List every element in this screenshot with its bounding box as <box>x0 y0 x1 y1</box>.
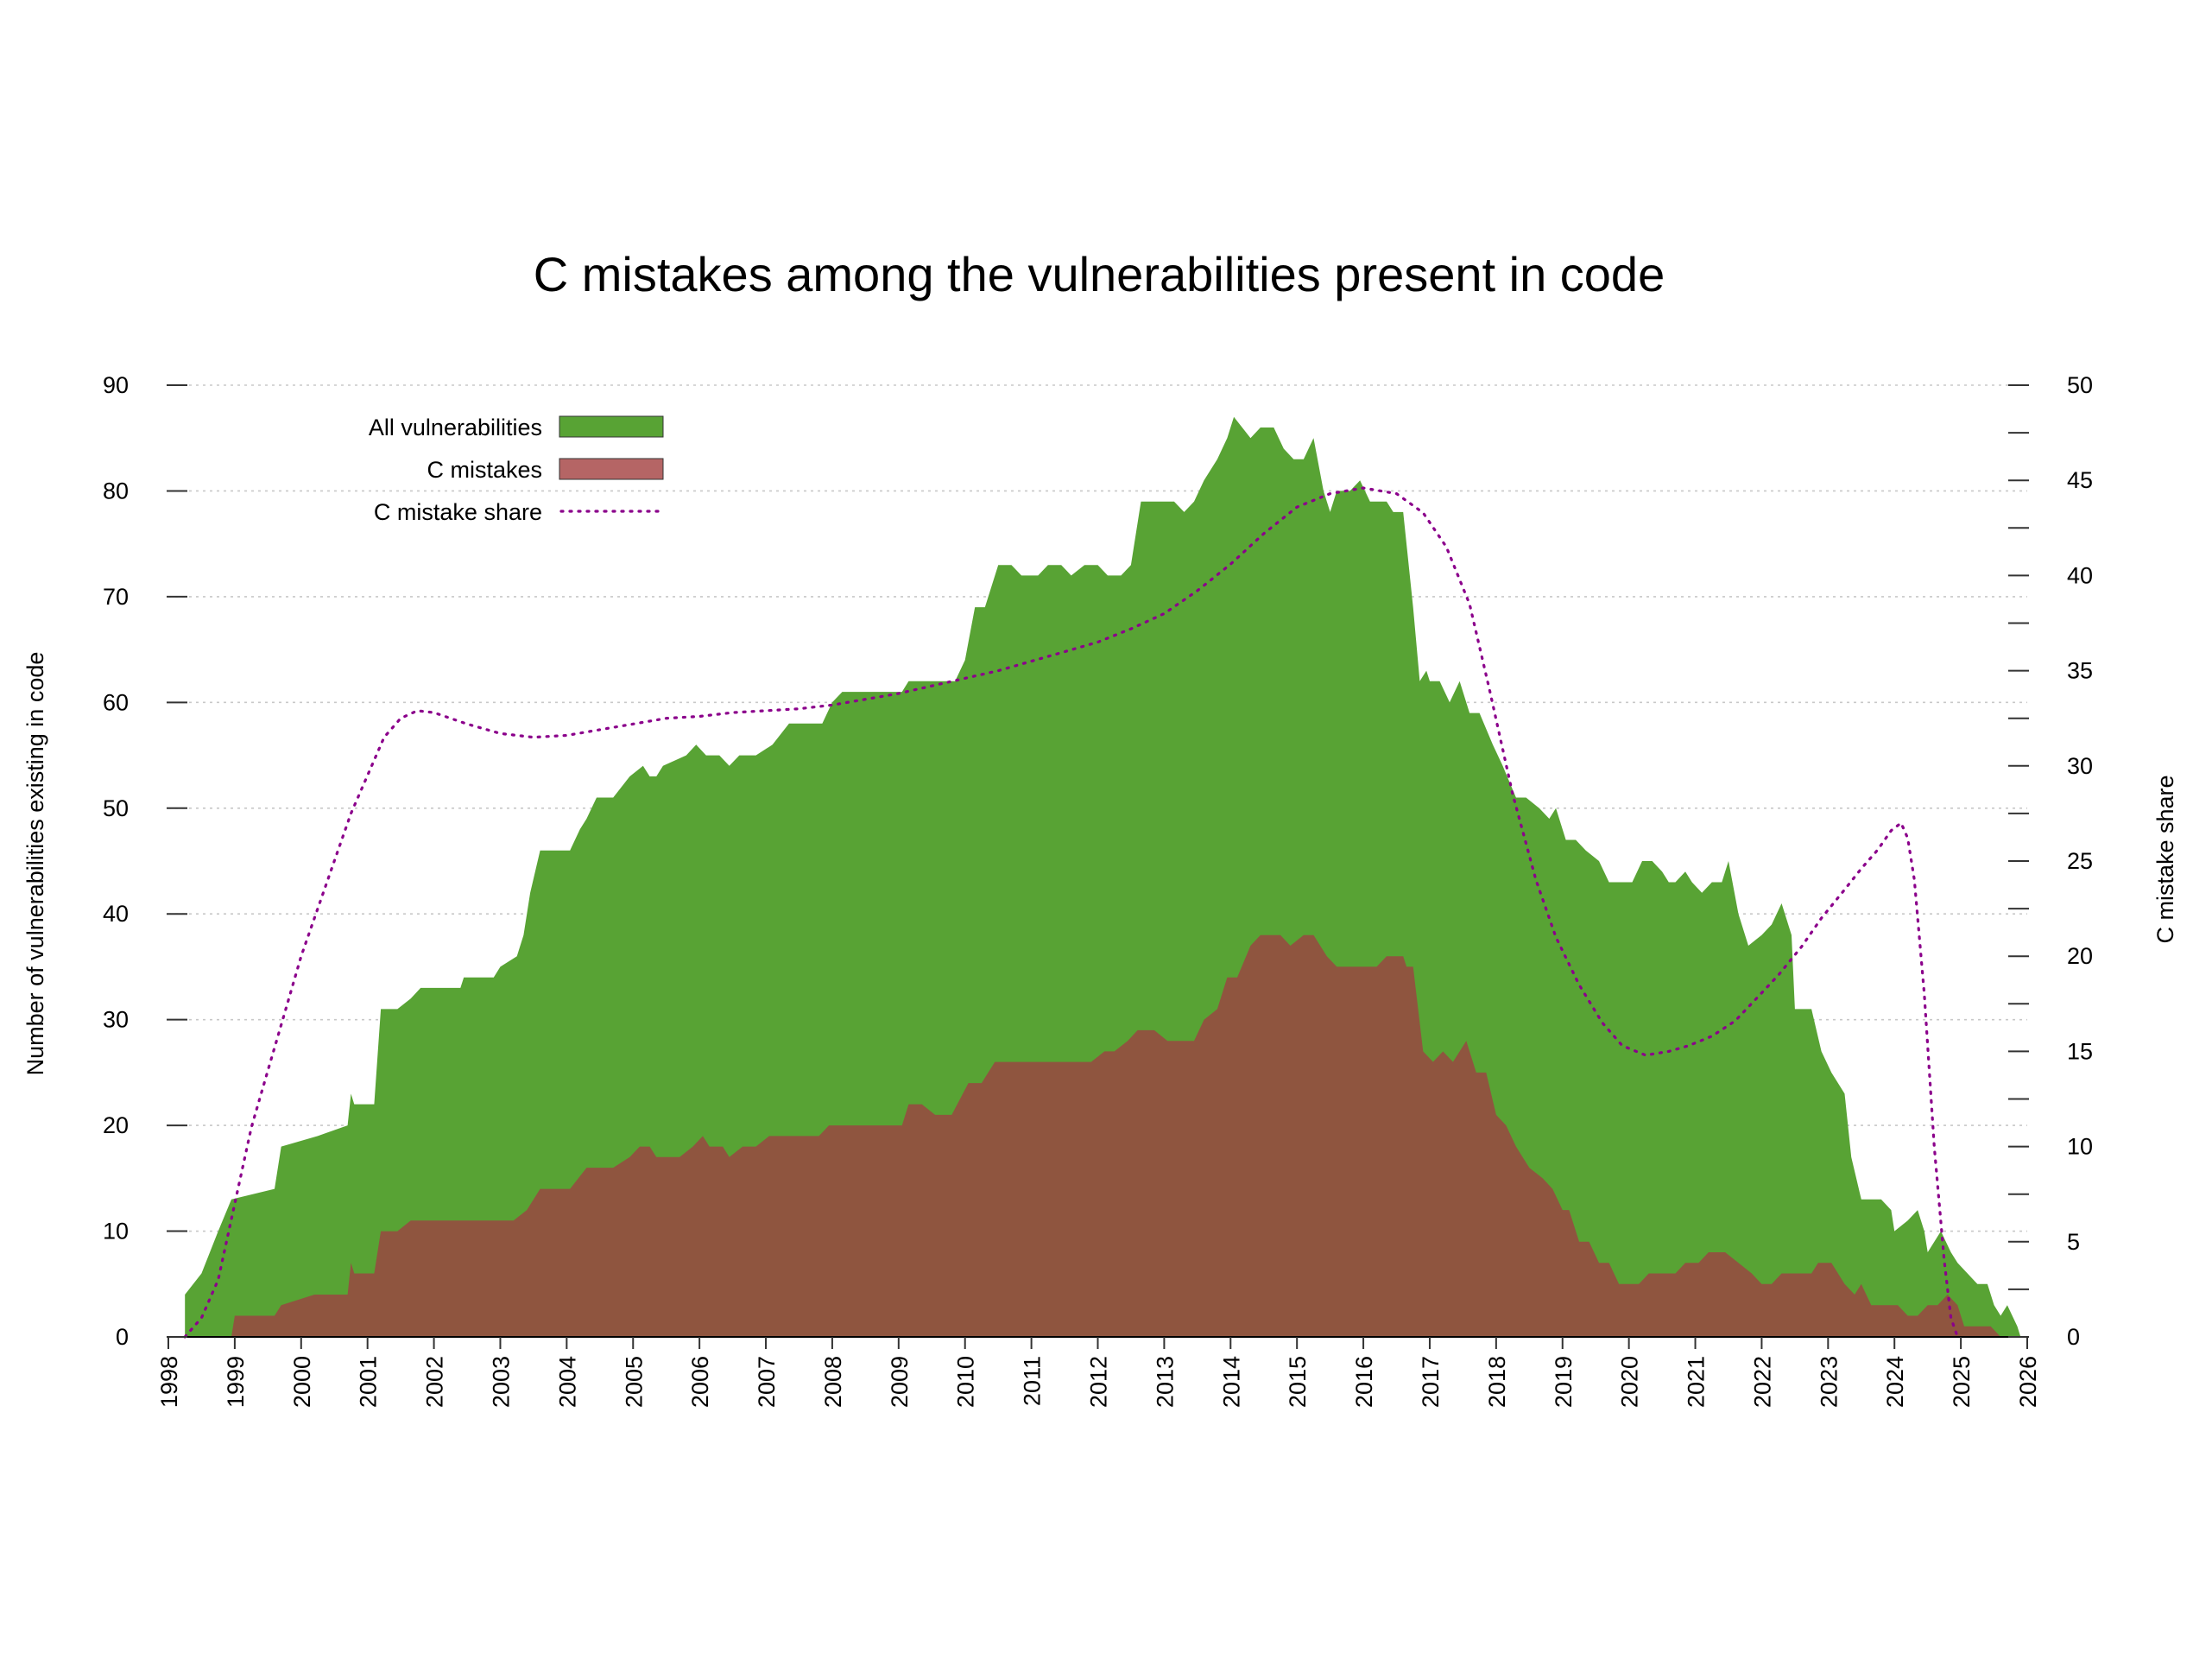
legend-label-2: C mistakes <box>427 457 542 483</box>
x-tick-label-2024: 2024 <box>1882 1356 1908 1408</box>
y-tick-label-90: 90 <box>103 372 129 398</box>
x-tick-label-2000: 2000 <box>289 1356 315 1408</box>
y2-tick-label-40: 40 <box>2067 562 2093 588</box>
y-tick-label-70: 70 <box>103 584 129 610</box>
y-tick-label-80: 80 <box>103 478 129 504</box>
area-series-1 <box>185 416 2021 1338</box>
x-tick-label-2006: 2006 <box>687 1356 713 1408</box>
x-tick-label-1999: 1999 <box>223 1356 249 1408</box>
y2-tick-label-25: 25 <box>2067 848 2093 874</box>
x-tick-label-2013: 2013 <box>1152 1356 1178 1408</box>
y-axis-label: Number of vulnerabilities existing in co… <box>22 652 48 1076</box>
y2-tick-label-45: 45 <box>2067 467 2093 493</box>
x-tick-label-2004: 2004 <box>554 1356 580 1408</box>
share-line <box>183 486 1959 1339</box>
x-tick-label-2018: 2018 <box>1484 1356 1510 1408</box>
x-tick-label-2008: 2008 <box>820 1356 846 1408</box>
legend-label-1: All vulnerabilities <box>369 415 542 440</box>
y-tick-label-40: 40 <box>103 901 129 927</box>
x-tick-label-2019: 2019 <box>1551 1356 1577 1408</box>
x-tick-label-2017: 2017 <box>1418 1356 1444 1408</box>
x-tick-label-2001: 2001 <box>356 1356 382 1408</box>
x-tick-label-2023: 2023 <box>1816 1356 1842 1408</box>
chart-title: C mistakes among the vulnerabilities pre… <box>534 247 1665 301</box>
y2-tick-label-0: 0 <box>2067 1324 2080 1350</box>
y2-tick-label-30: 30 <box>2067 753 2093 779</box>
x-tick-label-2012: 2012 <box>1086 1356 1112 1408</box>
x-tick-label-2022: 2022 <box>1749 1356 1775 1408</box>
x-tick-label-2025: 2025 <box>1949 1356 1975 1408</box>
legend-swatch-1 <box>559 415 664 438</box>
legend-swatch-2 <box>559 458 664 480</box>
y2-tick-label-50: 50 <box>2067 372 2093 398</box>
plot-area <box>185 416 2021 1338</box>
x-tick-label-2016: 2016 <box>1351 1356 1377 1408</box>
y-tick-label-30: 30 <box>103 1007 129 1033</box>
y-tick-label-50: 50 <box>103 795 129 821</box>
y-tick-label-10: 10 <box>103 1219 129 1244</box>
x-tick-label-2009: 2009 <box>887 1356 913 1408</box>
y-tick-label-60: 60 <box>103 689 129 715</box>
y2-tick-label-5: 5 <box>2067 1229 2080 1255</box>
y2-tick-label-35: 35 <box>2067 658 2093 684</box>
legend-label-3: C mistake share <box>374 499 542 525</box>
x-tick-label-1998: 1998 <box>156 1356 182 1408</box>
x-tick-label-2015: 2015 <box>1285 1356 1311 1408</box>
x-tick-label-2003: 2003 <box>488 1356 514 1408</box>
y2-tick-label-20: 20 <box>2067 943 2093 969</box>
x-tick-label-2010: 2010 <box>953 1356 979 1408</box>
y2-tick-label-10: 10 <box>2067 1134 2093 1160</box>
y-tick-label-0: 0 <box>116 1324 129 1350</box>
x-tick-label-2021: 2021 <box>1684 1356 1710 1408</box>
x-tick-label-2005: 2005 <box>621 1356 647 1408</box>
y2-tick-label-15: 15 <box>2067 1038 2093 1064</box>
legend: All vulnerabilities C mistakes C mistake s… <box>369 415 665 525</box>
x-tick-label-2020: 2020 <box>1617 1356 1643 1408</box>
x-tick-label-2011: 2011 <box>1020 1356 1046 1406</box>
y2-axis-label: C mistake share <box>2152 775 2178 943</box>
x-tick-label-2026: 2026 <box>2015 1356 2041 1408</box>
share-line-layer <box>183 486 1959 1339</box>
x-tick-label-2007: 2007 <box>754 1356 780 1408</box>
axes: 1998 1999 2000 2001 2002 2003 2004 2005 2006 2007… <box>103 372 2093 1408</box>
x-tick-label-2002: 2002 <box>422 1356 448 1408</box>
x-tick-label-2014: 2014 <box>1218 1356 1244 1408</box>
y-tick-label-20: 20 <box>103 1112 129 1138</box>
area-series-2 <box>185 934 2021 1337</box>
